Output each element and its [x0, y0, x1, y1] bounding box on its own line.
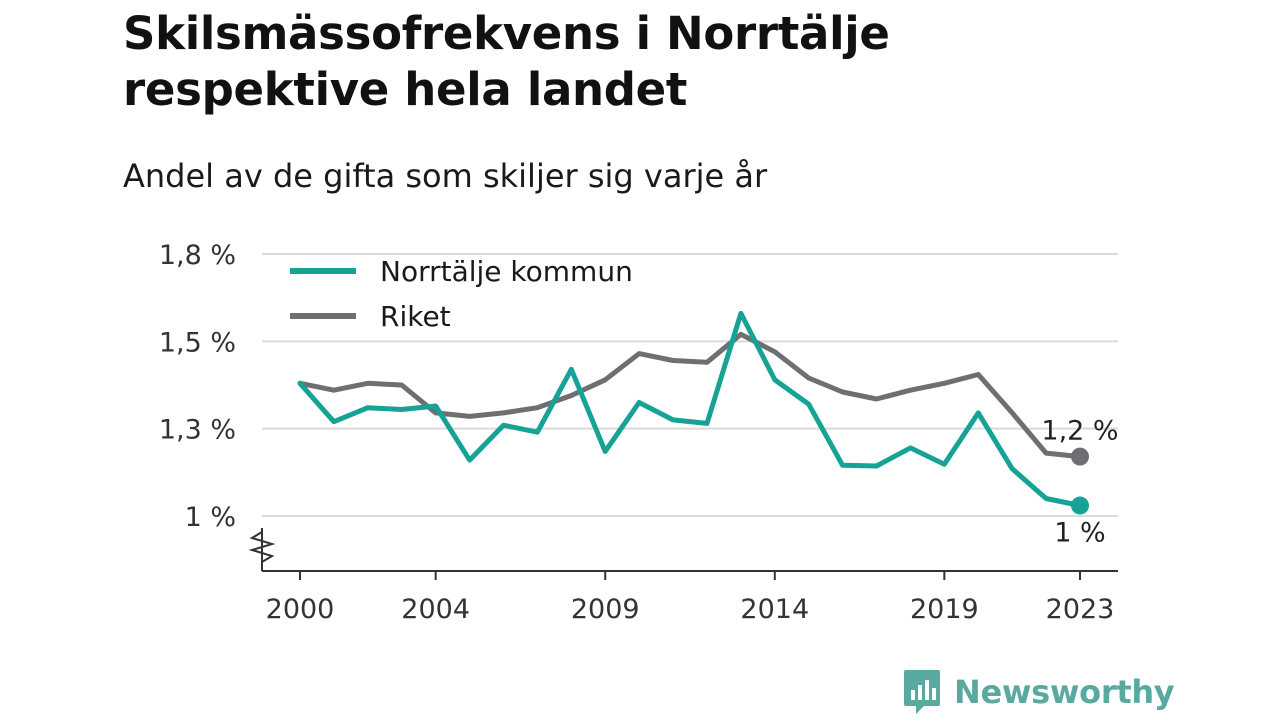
y-tick-label: 1,5 % — [159, 327, 236, 358]
legend-label-norrtalje: Norrtälje kommun — [380, 255, 633, 288]
end-label-riket: 1,2 % — [1041, 416, 1118, 447]
x-tick-label: 2023 — [1046, 594, 1115, 625]
series-endpoint-riket — [1071, 447, 1089, 466]
y-tick-label: 1,8 % — [159, 240, 236, 271]
end-label-norrtalje: 1 % — [1054, 518, 1105, 549]
newsworthy-logo: Newsworthy — [902, 668, 1175, 716]
legend-label-riket: Riket — [380, 300, 451, 333]
y-tick-label: 1,3 % — [159, 415, 236, 446]
x-tick-label: 2014 — [740, 594, 809, 625]
x-tick-label: 2019 — [910, 594, 979, 625]
title-line-2: respektive hela landet — [123, 63, 688, 116]
gridlines — [262, 253, 1118, 517]
x-tick-label: 2009 — [571, 594, 640, 625]
newsworthy-logo-icon — [904, 670, 940, 714]
title-line-1: Skilsmässofrekvens i Norrtälje — [123, 7, 890, 60]
y-tick-label: 1 % — [185, 502, 236, 533]
y-axis-break — [248, 531, 276, 563]
brand-name: Newsworthy — [954, 673, 1175, 711]
chart-subtitle: Andel av de gifta som skiljer sig varje … — [123, 157, 768, 195]
legend: Norrtälje kommun Riket — [290, 255, 633, 333]
series-line-norrtalje — [297, 310, 1083, 508]
end-labels: 1,2 % 1 % — [1041, 416, 1118, 549]
axes: 1 % 1,3 % 1,5 % 1,8 % 2000 2004 2009 2014 2019 20… — [159, 240, 1118, 625]
x-tick-label: 2004 — [401, 594, 470, 625]
series-endpoint-norrtalje — [1071, 496, 1089, 515]
x-tick-label: 2000 — [266, 594, 335, 625]
series-lines — [297, 310, 1089, 515]
chart-title: Skilsmässofrekvens i Norrtälje respektiv… — [123, 6, 1223, 118]
